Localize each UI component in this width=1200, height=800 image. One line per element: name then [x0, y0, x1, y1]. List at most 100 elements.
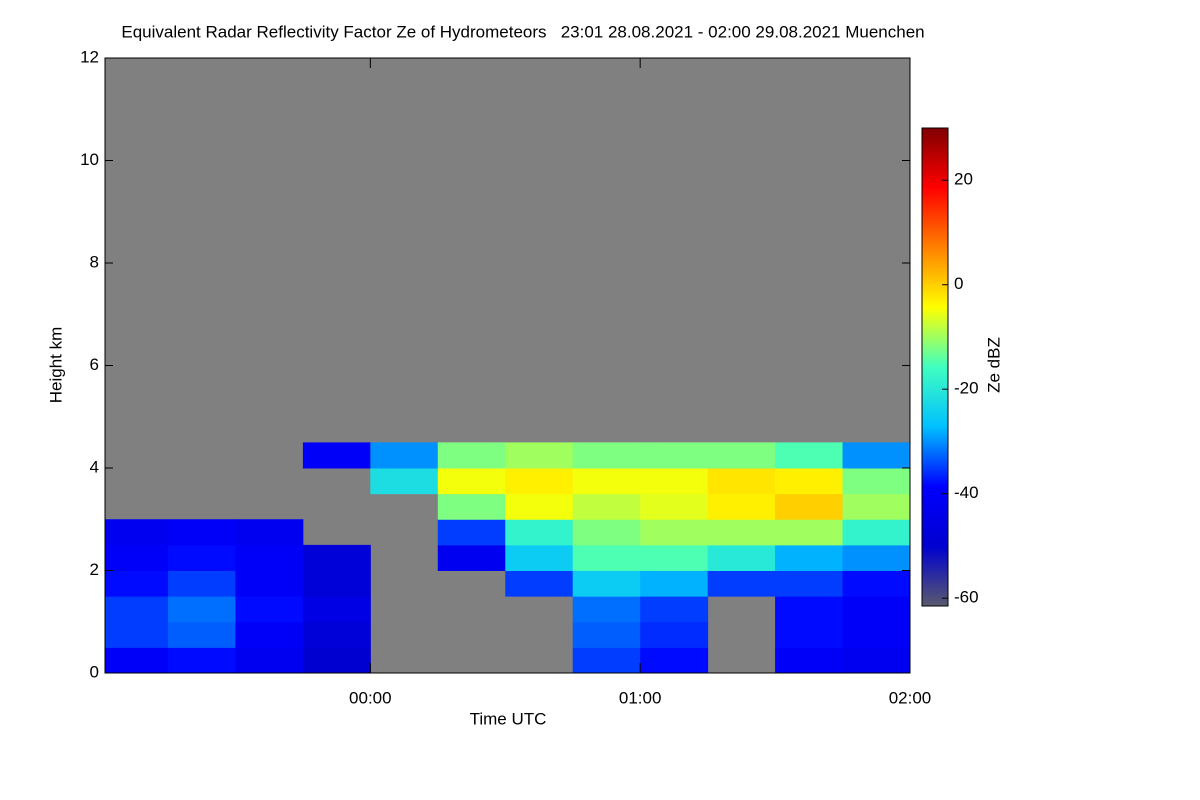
heatmap-cell — [105, 621, 169, 648]
heatmap-cell — [437, 442, 506, 469]
heatmap-cell — [302, 621, 371, 648]
y-tick-label: 0 — [90, 662, 99, 681]
heatmap-cell — [167, 519, 236, 546]
heatmap-cell — [302, 570, 371, 597]
colorbar-tick-label: -40 — [954, 483, 979, 502]
heatmap-cell — [235, 596, 304, 623]
x-axis-label: Time UTC — [470, 709, 547, 728]
heatmap-cell — [302, 442, 371, 469]
heatmap-cell — [842, 519, 911, 546]
heatmap-cell — [842, 570, 911, 597]
heatmap-cell — [235, 621, 304, 648]
y-tick-label: 6 — [90, 355, 99, 374]
heatmap-cell — [775, 519, 844, 546]
y-tick-label: 12 — [80, 47, 99, 66]
heatmap-cell — [707, 519, 776, 546]
heatmap-cell — [105, 544, 169, 571]
colorbar-tick-label: -60 — [954, 588, 979, 607]
heatmap-cell — [572, 468, 641, 495]
heatmap-cell — [775, 621, 844, 648]
heatmap-cell — [370, 442, 439, 469]
heatmap-cell — [707, 468, 776, 495]
heatmap-cell — [640, 442, 709, 469]
y-tick-label: 2 — [90, 560, 99, 579]
heatmap-cell — [775, 544, 844, 571]
heatmap-cell — [572, 544, 641, 571]
heatmap-cell — [775, 493, 844, 520]
heatmap-cell — [505, 519, 574, 546]
x-tick-label: 00:00 — [349, 688, 392, 707]
heatmap-cell — [437, 544, 506, 571]
heatmap-cell — [775, 596, 844, 623]
heatmap-cell — [505, 570, 574, 597]
heatmap-cell — [842, 596, 911, 623]
heatmap-cell — [167, 647, 236, 674]
heatmap-cell — [640, 621, 709, 648]
heatmap-cell — [775, 442, 844, 469]
heatmap-cell — [167, 621, 236, 648]
colorbar-label: Ze dBZ — [984, 337, 1003, 393]
colorbar-tick-label: 0 — [954, 274, 963, 293]
heatmap-cell — [105, 570, 169, 597]
heatmap-cell — [167, 596, 236, 623]
heatmap-cell — [437, 519, 506, 546]
heatmap-cell — [437, 493, 506, 520]
heatmap-cell — [302, 647, 371, 674]
heatmap-cell — [842, 468, 911, 495]
heatmap-cell — [640, 493, 709, 520]
heatmap-cell — [572, 596, 641, 623]
heatmap-cell — [842, 647, 911, 674]
heatmap-cell — [572, 570, 641, 597]
heatmap-cell — [437, 468, 506, 495]
heatmap-cell — [105, 647, 169, 674]
y-tick-label: 8 — [90, 252, 99, 271]
heatmap-cell — [572, 519, 641, 546]
heatmap-cell — [707, 442, 776, 469]
heatmap-cell — [572, 621, 641, 648]
heatmap-cell — [505, 544, 574, 571]
heatmap-cell — [235, 647, 304, 674]
heatmap-cell — [572, 493, 641, 520]
y-tick-label: 4 — [90, 457, 99, 476]
heatmap-cell — [842, 493, 911, 520]
heatmap-cell — [572, 647, 641, 674]
heatmap-cell — [842, 544, 911, 571]
heatmap-cell — [505, 493, 574, 520]
y-tick-label: 10 — [80, 150, 99, 169]
colorbar — [921, 127, 949, 607]
x-tick-label: 01:00 — [619, 688, 662, 707]
heatmap-cell — [707, 570, 776, 597]
heatmap-cell — [707, 544, 776, 571]
heatmap-cell — [640, 519, 709, 546]
heatmap-cell — [505, 442, 574, 469]
heatmap-cell — [842, 442, 911, 469]
heatmap-cell — [505, 468, 574, 495]
colorbar-tick-label: -20 — [954, 379, 979, 398]
heatmap-cell — [235, 519, 304, 546]
y-axis-label: Height km — [46, 327, 65, 404]
heatmap-cell — [707, 493, 776, 520]
heatmap-cell — [302, 544, 371, 571]
heatmap-cell — [370, 468, 439, 495]
heatmap-cell — [640, 596, 709, 623]
heatmap-cell — [105, 519, 169, 546]
colorbar-tick-label: 20 — [954, 170, 973, 189]
heatmap-cell — [640, 468, 709, 495]
heatmap-cell — [640, 544, 709, 571]
heatmap-cell — [775, 647, 844, 674]
heatmap-cell — [105, 596, 169, 623]
heatmap-cell — [235, 570, 304, 597]
heatmap-cell — [167, 570, 236, 597]
x-tick-label: 02:00 — [889, 688, 932, 707]
heatmap-cell — [640, 647, 709, 674]
heatmap-cell — [775, 468, 844, 495]
heatmap-cell — [775, 570, 844, 597]
heatmap-cell — [842, 621, 911, 648]
heatmap-cell — [302, 596, 371, 623]
heatmap-cell — [640, 570, 709, 597]
heatmap-cell — [167, 544, 236, 571]
heatmap-cell — [235, 544, 304, 571]
chart-title: Equivalent Radar Reflectivity Factor Ze … — [121, 22, 924, 41]
